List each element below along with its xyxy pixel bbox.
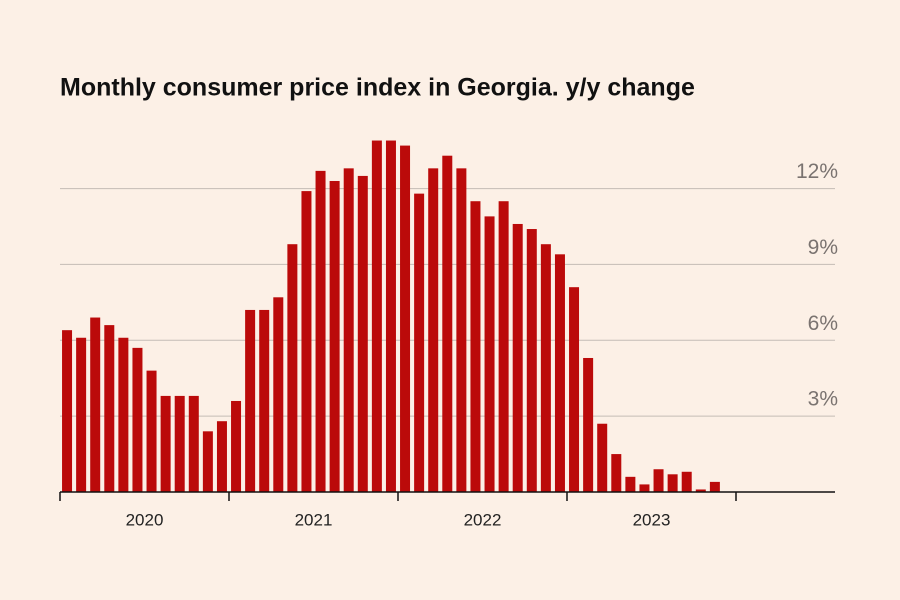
bar	[456, 168, 467, 493]
bar	[90, 317, 101, 492]
bar	[174, 395, 185, 492]
bar	[245, 309, 256, 492]
bar	[512, 223, 523, 492]
bar	[343, 168, 354, 493]
bar	[76, 337, 87, 492]
bar	[597, 423, 608, 492]
bar	[385, 140, 396, 492]
bar	[653, 469, 664, 492]
bar	[498, 201, 509, 492]
bar	[371, 140, 382, 492]
bar	[357, 175, 368, 492]
x-tick-label: 2022	[464, 510, 502, 529]
bar	[315, 170, 326, 492]
bar	[160, 395, 171, 492]
x-tick-label: 2021	[295, 510, 333, 529]
bar	[554, 254, 565, 492]
bar	[695, 489, 706, 492]
bar	[202, 431, 213, 492]
bar	[611, 454, 622, 492]
bar	[287, 244, 298, 492]
x-tick-label: 2020	[126, 510, 164, 529]
bar	[400, 145, 411, 493]
bar	[470, 201, 481, 492]
bar	[681, 471, 692, 492]
bar	[414, 193, 425, 492]
bar	[231, 400, 242, 492]
bar	[667, 474, 678, 492]
bar	[583, 357, 594, 492]
bar	[146, 370, 157, 492]
bar	[188, 395, 199, 492]
bar	[273, 297, 284, 492]
bar	[709, 481, 720, 492]
bar	[132, 347, 143, 492]
bar	[329, 180, 340, 492]
y-tick-label: 9%	[808, 236, 838, 259]
bar	[540, 244, 551, 492]
bar	[639, 484, 650, 492]
y-tick-label: 3%	[808, 388, 838, 411]
y-tick-label: 6%	[808, 312, 838, 335]
bar	[569, 287, 580, 492]
x-tick-label: 2023	[633, 510, 671, 529]
bar	[625, 476, 636, 492]
bar	[216, 421, 227, 492]
bar	[526, 229, 537, 492]
bar	[259, 309, 270, 492]
bar	[62, 330, 73, 492]
bar	[104, 325, 115, 492]
bar	[484, 216, 495, 492]
bar	[301, 191, 312, 492]
bar	[442, 155, 453, 492]
bar	[428, 168, 439, 493]
y-tick-label: 12%	[796, 160, 838, 183]
bar	[118, 337, 129, 492]
chart-title: Monthly consumer price index in Georgia.…	[60, 74, 695, 102]
